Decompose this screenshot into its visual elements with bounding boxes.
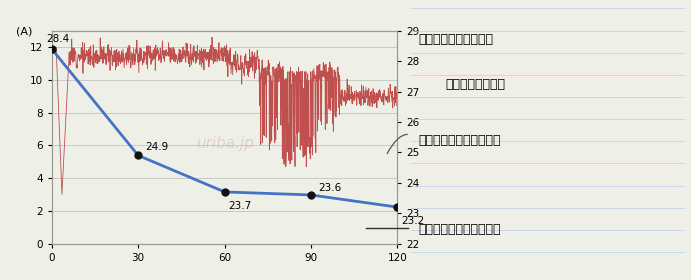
Text: エアコンがしっかり動作: エアコンがしっかり動作 bbox=[418, 134, 500, 146]
Text: 23.6: 23.6 bbox=[318, 183, 341, 193]
Y-axis label: (A): (A) bbox=[16, 27, 32, 37]
Text: uriba.jp: uriba.jp bbox=[196, 136, 254, 151]
Text: 電流チェック: 電流チェック bbox=[446, 78, 506, 90]
Text: 23.7: 23.7 bbox=[229, 201, 252, 211]
Text: 24.9: 24.9 bbox=[145, 142, 169, 152]
Text: 23.2: 23.2 bbox=[401, 216, 425, 226]
Text: 28.4: 28.4 bbox=[46, 34, 70, 44]
Text: アシスト・ルーバーも: アシスト・ルーバーも bbox=[418, 33, 493, 46]
Text: しかも下がるまでが早い: しかも下がるまでが早い bbox=[418, 223, 500, 236]
